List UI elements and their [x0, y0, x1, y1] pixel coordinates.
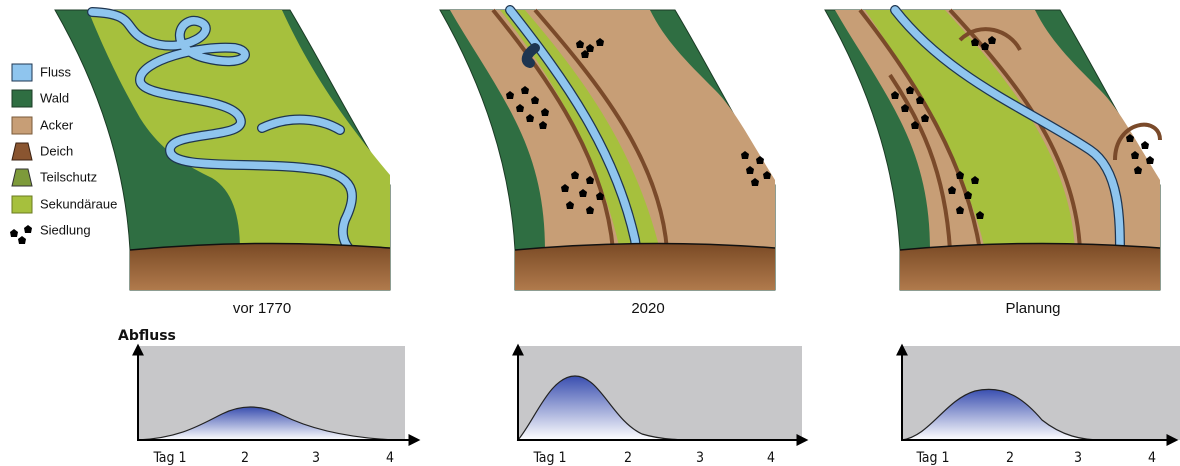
map-2020 — [439, 5, 776, 291]
map-planung-part-part — [1141, 141, 1149, 149]
hydrograph: Tag 1 2 3 4 — [896, 343, 1180, 466]
map-2020-part — [521, 43, 540, 68]
map-planung-part — [1113, 122, 1162, 161]
map-1770-part — [258, 115, 344, 134]
x-label: 3 — [1074, 450, 1082, 466]
x-label: 3 — [696, 450, 704, 466]
x-label: 2 — [1006, 450, 1014, 466]
legend-label: Teilschutz — [40, 169, 97, 184]
legend-swatch — [11, 116, 33, 135]
map-1770 — [54, 7, 391, 291]
legend-swatch — [11, 195, 33, 214]
map-planung-part — [900, 243, 1160, 290]
map-2020-part — [514, 242, 776, 251]
hydrograph-part — [901, 388, 1103, 441]
map-2020-part — [506, 6, 641, 259]
legend-swatch — [11, 142, 33, 161]
legend-label: Acker — [40, 117, 74, 132]
hydrograph: Abfluss Tag 1 2 3 4 — [118, 328, 421, 466]
map-planung-part — [865, 10, 1075, 250]
x-label: 2 — [624, 450, 632, 466]
legend-swatch — [11, 89, 33, 108]
y-axis-label: Abfluss — [118, 328, 176, 344]
legend-swatch-part — [24, 225, 32, 233]
map-planung-part — [891, 6, 1124, 259]
legend-label: Fluss — [40, 64, 72, 79]
map-planung-part-part — [1146, 156, 1154, 164]
legend-swatch-part — [18, 236, 26, 244]
map-planung — [824, 5, 1162, 291]
map-planung-part — [899, 242, 1161, 251]
hydrograph-part — [137, 406, 396, 441]
map-2020-part — [450, 10, 775, 250]
x-label: 4 — [1148, 450, 1156, 466]
legend-label: Sekundäraue — [40, 196, 117, 211]
legend-swatch-part — [10, 229, 18, 237]
x-label: Tag 1 — [532, 450, 566, 466]
map-1770-part — [129, 242, 391, 251]
x-label: 2 — [241, 450, 249, 466]
map-2020-part — [515, 243, 775, 290]
hydrograph: Tag 1 2 3 4 — [512, 343, 809, 466]
x-label: Tag 1 — [915, 450, 949, 466]
map-planung-part — [858, 8, 982, 251]
map-planung-part — [958, 27, 1022, 52]
x-label: 3 — [312, 450, 320, 466]
x-label: 4 — [767, 450, 775, 466]
legend-swatch — [11, 168, 33, 187]
panel-caption: Planung — [1005, 300, 1060, 317]
x-label: Tag 1 — [152, 450, 186, 466]
panel-caption: 2020 — [631, 300, 664, 317]
panel-caption: vor 1770 — [233, 300, 291, 317]
legend: Fluss Wald Acker Deich Teilschutz Sekund… — [10, 63, 117, 244]
map-planung-part — [888, 73, 952, 251]
map-1770-part — [130, 243, 390, 290]
x-label: 4 — [386, 450, 394, 466]
legend-swatch — [11, 63, 33, 82]
map-1770-part — [88, 8, 359, 259]
map-2020-part — [533, 8, 669, 251]
legend-label: Siedlung — [40, 222, 91, 237]
legend-swatch — [10, 225, 32, 244]
legend-label: Wald — [40, 90, 69, 105]
map-2020-part — [491, 8, 615, 251]
legend-label: Deich — [40, 143, 73, 158]
